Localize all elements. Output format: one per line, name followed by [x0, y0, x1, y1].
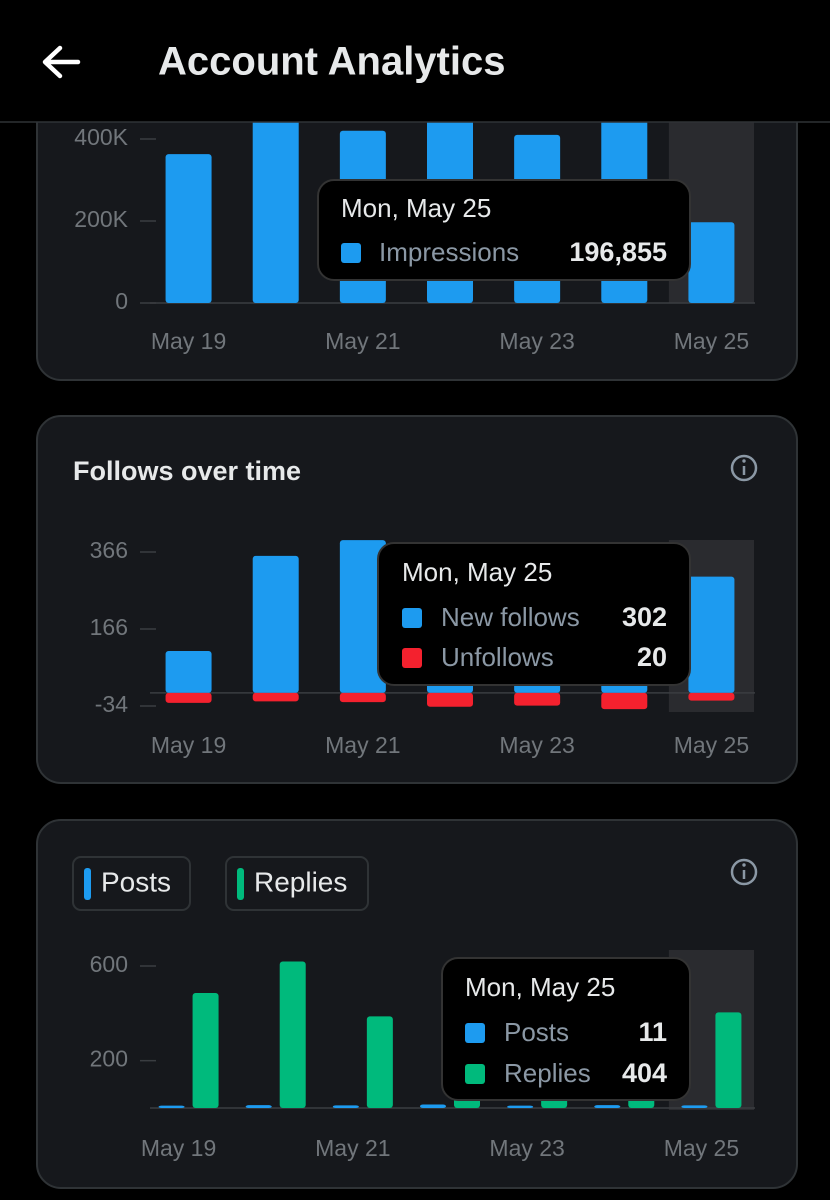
bar	[681, 1105, 708, 1108]
x-tick-label: May 25	[674, 328, 749, 354]
tooltip-title: Mon, May 25	[341, 193, 491, 223]
bar	[366, 1016, 393, 1108]
info-icon[interactable]	[730, 454, 758, 482]
bar	[279, 961, 306, 1108]
tooltip-title: Mon, May 25	[465, 972, 615, 1002]
legend-label: Posts	[101, 866, 171, 897]
bar	[507, 1105, 534, 1108]
y-tick-label: 400K	[74, 124, 128, 150]
card-title: Follows over time	[73, 456, 301, 486]
bar	[688, 222, 735, 303]
back-button[interactable]	[42, 45, 81, 79]
bar	[688, 576, 735, 693]
x-tick-label: May 25	[674, 732, 749, 758]
x-tick-label: May 19	[141, 1135, 216, 1161]
bar	[514, 692, 561, 706]
bar	[339, 540, 386, 693]
bar	[165, 650, 212, 693]
bar	[688, 692, 735, 701]
x-tick-label: May 23	[499, 732, 574, 758]
bar	[339, 692, 386, 703]
bar	[165, 154, 212, 303]
tooltip-value: 404	[622, 1058, 667, 1088]
bar	[332, 1105, 359, 1108]
tooltip-series: Impressions	[379, 237, 519, 267]
legend-label: Replies	[254, 866, 347, 897]
x-tick-label: May 21	[315, 1135, 390, 1161]
info-icon[interactable]	[730, 858, 758, 886]
y-tick-label: 166	[90, 614, 128, 640]
bar	[252, 692, 299, 702]
bar	[252, 555, 299, 693]
bar	[594, 1105, 621, 1108]
y-tick-label: 600	[90, 951, 128, 977]
y-tick-label: -34	[95, 691, 128, 717]
y-tick-label: 200	[90, 1046, 128, 1072]
tooltip-series: Posts	[504, 1017, 569, 1047]
tooltip-series: New follows	[441, 602, 580, 632]
bar	[427, 692, 473, 707]
y-tick-label: 200K	[74, 206, 128, 232]
x-tick-label: May 21	[325, 732, 400, 758]
bar	[715, 1012, 742, 1108]
header	[0, 0, 830, 122]
tooltip-value: 302	[622, 602, 667, 632]
bar	[165, 692, 212, 703]
x-tick-label: May 23	[489, 1135, 564, 1161]
tooltip-value: 11	[638, 1017, 667, 1047]
x-tick-label: May 19	[151, 732, 226, 758]
bar	[601, 692, 648, 710]
bar	[252, 110, 299, 303]
tooltip: Mon, May 25 Posts 11 Replies 404	[441, 957, 691, 1101]
tooltip-value: 196,855	[569, 237, 667, 267]
legend-chip[interactable]: Replies	[225, 856, 369, 911]
x-tick-label: May 23	[499, 328, 574, 354]
tooltip: Mon, May 25 Impressions 196,855	[317, 179, 691, 281]
tooltip-value: 20	[637, 642, 667, 672]
bar	[245, 1105, 272, 1108]
x-tick-label: May 21	[325, 328, 400, 354]
page-title: Account Analytics	[158, 40, 505, 84]
tooltip-series: Unfollows	[441, 642, 554, 672]
bar	[158, 1105, 185, 1108]
bar	[420, 1104, 446, 1108]
x-tick-label: May 25	[664, 1135, 739, 1161]
tooltip-series: Replies	[504, 1058, 591, 1088]
tooltip-title: Mon, May 25	[402, 557, 552, 587]
tooltip: Mon, May 25 New follows 302 Unfollows 20	[377, 542, 691, 686]
y-tick-label: 366	[90, 537, 128, 563]
legend-chip[interactable]: Posts	[72, 856, 191, 911]
x-tick-label: May 19	[151, 328, 226, 354]
bar	[192, 992, 219, 1108]
y-tick-label: 0	[115, 288, 128, 314]
